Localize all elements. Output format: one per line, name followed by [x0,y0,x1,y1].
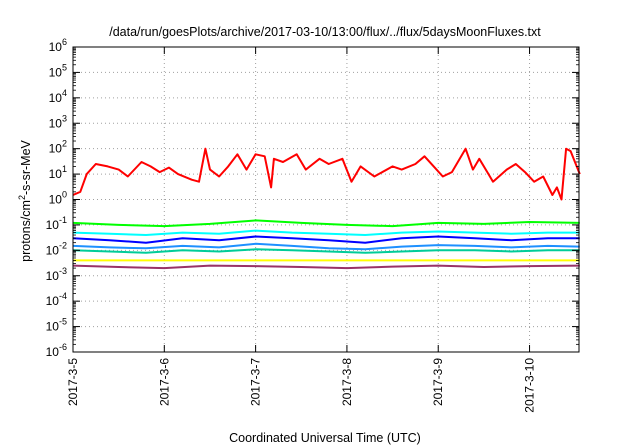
y-tick-label: 102 [49,139,67,156]
y-tick-label: 103 [49,113,67,130]
x-tick-label: 2017-3-6 [157,358,171,406]
y-tick-label-exponent: -5 [59,317,67,327]
y-tick-label-exponent: 1 [62,164,67,174]
y-tick-label-exponent: -1 [59,215,67,225]
y-tick-label-base: 10 [46,345,60,359]
y-tick-label-base: 10 [46,269,60,283]
y-tick-label-exponent: 3 [62,113,67,123]
x-tick-label: 2017-3-8 [340,358,354,406]
series-line [72,219,580,228]
y-tick-label-exponent: -6 [59,342,67,352]
y-tick-label-exponent: 2 [62,139,67,149]
ticks [72,46,579,353]
y-tick-label: 100 [49,190,67,207]
x-axis-tick-labels: 2017-3-5 2017-3-6 2017-3-7 2017-3-8 2017-3-9… [66,358,537,413]
y-tick-label: 10-1 [46,215,67,232]
x-axis-label: Coordinated Universal Time (UTC) [229,431,421,445]
y-tick-label-exponent: 5 [62,62,67,72]
x-tick-label: 2017-3-9 [431,358,445,406]
y-tick-label-exponent: 6 [62,37,67,47]
y-axis-label: protons/cm2-s-sr-MeV [17,139,33,261]
y-axis-label-part: protons/cm [19,200,33,262]
y-tick-label: 10-6 [46,342,67,359]
chart-title: /data/run/goesPlots/archive/2017-03-10/1… [109,25,541,39]
y-tick-label: 10-2 [46,240,67,257]
series-line [72,242,580,251]
y-axis-label-part: -s-sr-MeV [19,139,33,195]
y-tick-label-base: 10 [49,193,63,207]
series-line [72,147,581,201]
series-line [72,229,580,236]
series-line [72,248,580,254]
x-tick-label: 2017-3-5 [66,358,80,406]
y-axis-tick-labels: 10-610-510-410-310-210-11001011021031041… [46,37,67,359]
series-line [72,235,580,244]
y-tick-label-base: 10 [49,116,63,130]
y-tick-label-base: 10 [49,167,63,181]
y-tick-label-base: 10 [49,65,63,79]
y-tick-label-base: 10 [49,40,63,54]
y-tick-label-exponent: -2 [59,240,67,250]
y-tick-label-base: 10 [46,320,60,334]
series-line [72,264,580,270]
series-group [72,147,581,270]
x-tick-label: 2017-3-7 [249,358,263,406]
y-tick-label-exponent: -3 [59,266,67,276]
y-tick-label-base: 10 [46,294,60,308]
y-tick-label: 101 [49,164,67,181]
y-tick-label-base: 10 [46,218,60,232]
y-tick-label: 10-5 [46,317,67,334]
x-tick-label: 2017-3-10 [523,358,537,413]
y-tick-label-exponent: 4 [62,88,67,98]
grid [73,47,579,352]
y-tick-label-base: 10 [49,142,63,156]
y-tick-label-base: 10 [46,243,60,257]
y-axis-label-superscript: 2 [17,195,27,200]
y-tick-label: 105 [49,62,67,79]
y-tick-label: 10-3 [46,266,67,283]
y-tick-label: 10-4 [46,291,67,308]
y-tick-label-exponent: -4 [59,291,67,301]
y-tick-label: 104 [49,88,67,105]
y-tick-label-base: 10 [49,91,63,105]
y-tick-label: 106 [49,37,67,54]
y-tick-label-exponent: 0 [62,190,67,200]
